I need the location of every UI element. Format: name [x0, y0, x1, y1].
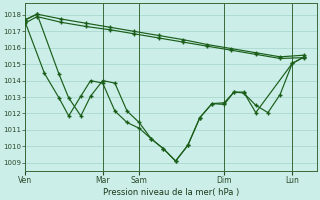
X-axis label: Pression niveau de la mer( hPa ): Pression niveau de la mer( hPa )	[103, 188, 239, 197]
